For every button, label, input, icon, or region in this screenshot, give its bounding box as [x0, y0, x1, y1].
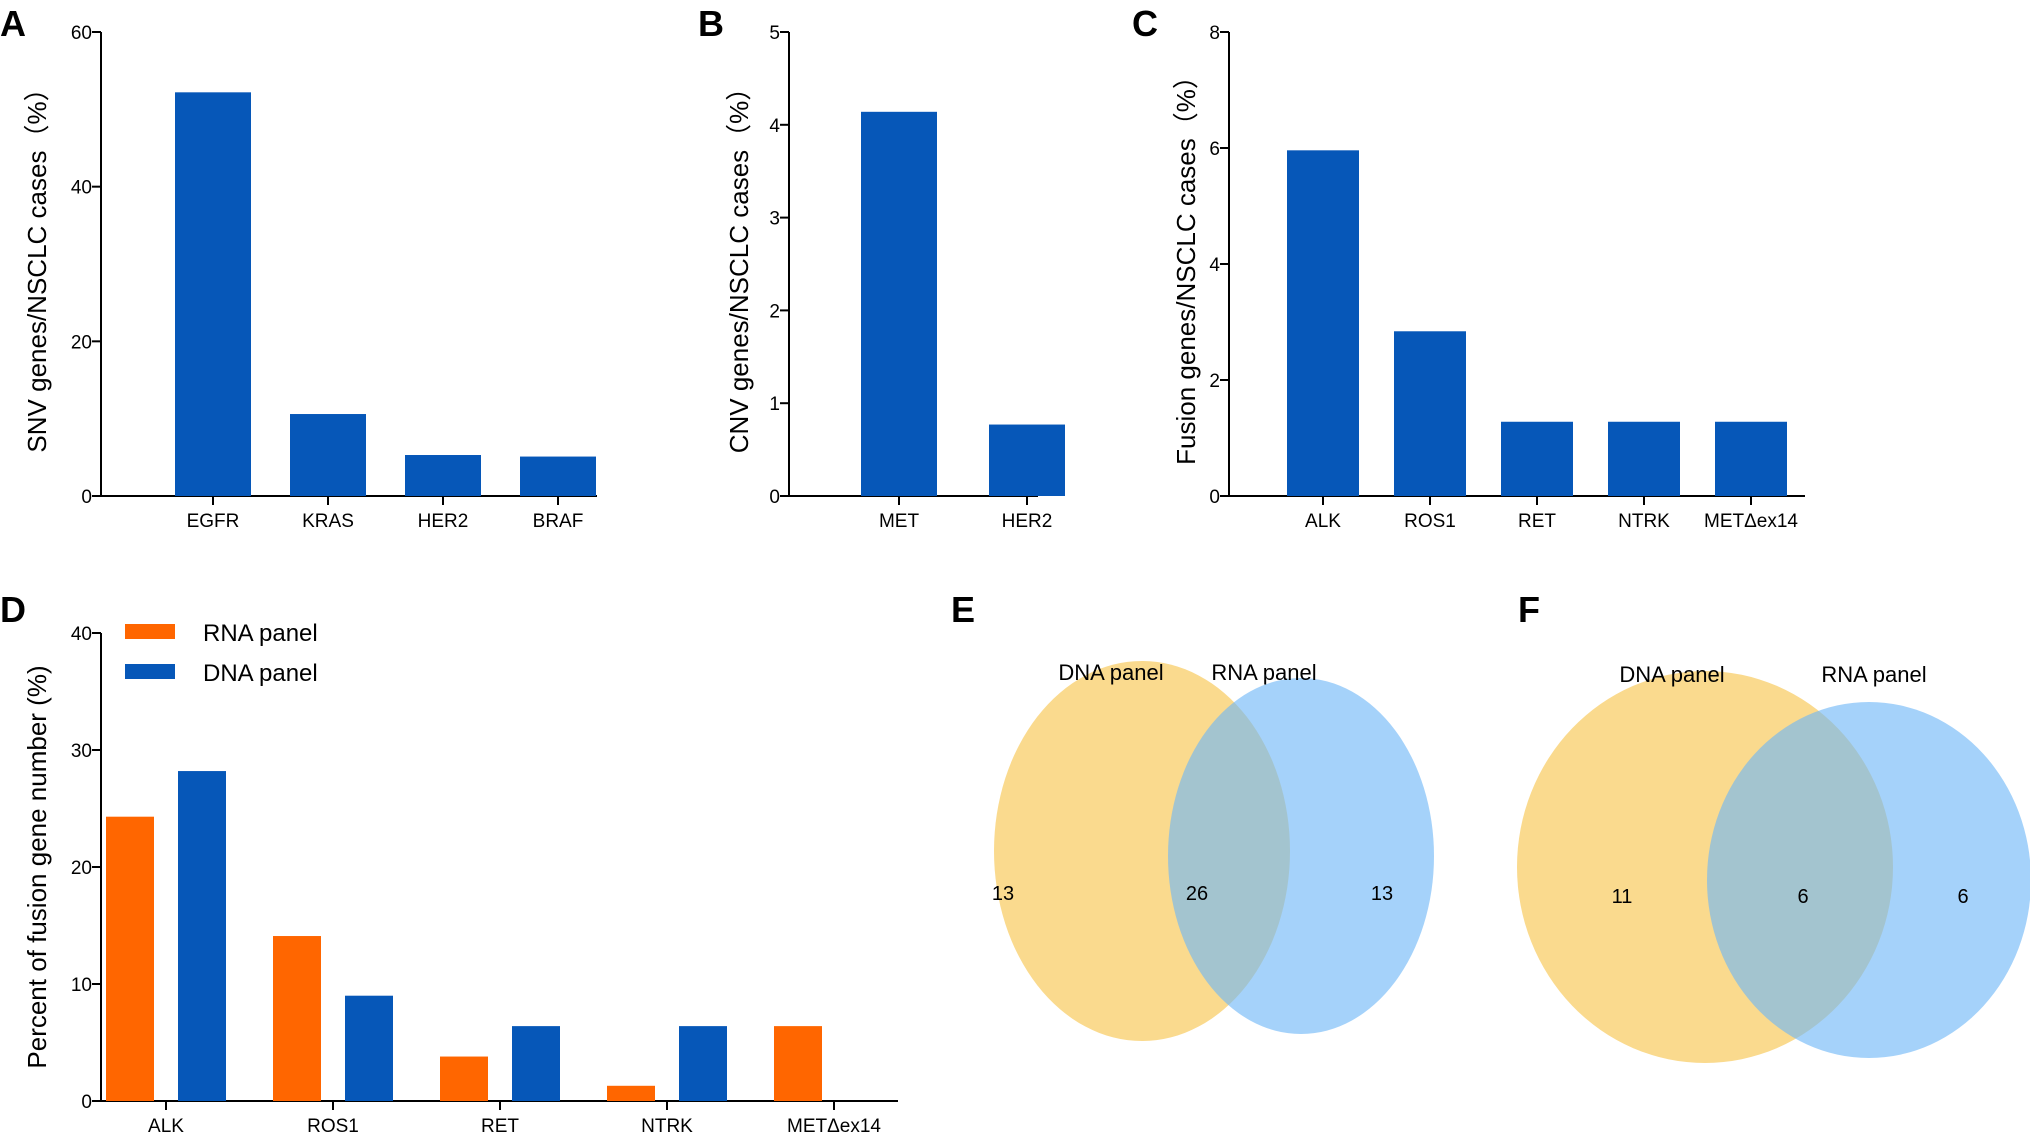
y-tick-label: 4 [1209, 255, 1220, 276]
y-axis-title: Fusion genes/NSCLC cases（%） [1171, 63, 1201, 465]
bar-egfr [175, 92, 251, 496]
bar-dna-panel-ret [512, 1026, 560, 1101]
x-tick-label: METΔex14 [787, 1116, 881, 1132]
x-tick-label: MET [879, 511, 920, 532]
y-axis-title: SNV genes/NSCLC cases（%） [22, 75, 52, 452]
panel-a: A 0 20 40 60 EGFR KRAS HER2 BRAF SNV genes/NSCLC … [0, 3, 597, 532]
y-tick-label: 8 [1209, 23, 1220, 44]
bar-rna-panel-metδex14 [774, 1026, 822, 1101]
venn-count-overlap: 26 [1186, 883, 1208, 905]
x-tick-label: RET [481, 1116, 519, 1132]
y-tick-label: 40 [71, 178, 92, 199]
axes [92, 632, 898, 1110]
x-tick-label: BRAF [533, 511, 584, 532]
bar-alk [1287, 150, 1359, 496]
y-tick-label: 6 [1209, 139, 1220, 160]
y-tick-label: 0 [81, 487, 92, 508]
x-tick-label: NTRK [641, 1116, 693, 1132]
bar-her2 [405, 455, 481, 496]
venn-circle-rna [1707, 702, 2030, 1058]
y-tick-label: 0 [1209, 487, 1220, 508]
y-tick-label: 2 [1209, 371, 1220, 392]
y-tick-label: 10 [71, 975, 92, 996]
venn-circle-rna [1168, 678, 1434, 1034]
bar-kras [290, 414, 366, 496]
y-tick-label: 60 [71, 23, 92, 44]
legend-label: RNA panel [203, 620, 318, 647]
x-tick-label: ROS1 [307, 1116, 359, 1132]
venn-f: F DNA panel RNA panel 11 6 6 [1517, 589, 2030, 1063]
x-tick-label: HER2 [1002, 511, 1053, 532]
panel-letter: C [1132, 3, 1158, 44]
venn-label-rna: RNA panel [1821, 662, 1926, 687]
y-tick-label: 5 [769, 23, 780, 44]
venn-count-right: 6 [1957, 886, 1968, 908]
legend-label: DNA panel [203, 660, 318, 687]
y-tick-label: 2 [769, 301, 780, 322]
bar-metδex14 [1715, 421, 1787, 496]
bar-dna-panel-ros1 [345, 995, 393, 1101]
y-axis-title: Percent of fusion gene number (%) [22, 665, 52, 1068]
x-tick-label: ROS1 [1404, 511, 1456, 532]
x-tick-label: HER2 [418, 511, 469, 532]
y-tick-label: 20 [71, 858, 92, 879]
x-tick-label: ALK [148, 1116, 184, 1132]
venn-label-rna: RNA panel [1211, 660, 1316, 685]
legend-swatch-rna-panel [125, 624, 175, 639]
panel-letter: D [0, 589, 26, 630]
panel-d: D 0 10 20 30 40 ALK ROS1 RET NTRK METΔex14 RNA pane… [0, 589, 898, 1132]
y-tick-label: 4 [769, 116, 780, 137]
y-tick-label: 40 [71, 624, 92, 645]
x-tick-label: METΔex14 [1704, 511, 1798, 532]
y-tick-label: 0 [769, 487, 780, 508]
panel-letter: E [951, 589, 975, 630]
bar-her2 [989, 424, 1065, 496]
panel-letter: A [0, 3, 26, 44]
y-axis-title: CNV genes/NSCLC cases（%） [724, 75, 754, 454]
venn-count-left: 11 [1612, 886, 1633, 908]
y-tick-label: 30 [71, 741, 92, 762]
y-tick-label: 0 [81, 1092, 92, 1113]
bar-dna-panel-alk [178, 771, 226, 1101]
bar-rna-panel-ros1 [273, 936, 321, 1101]
venn-count-overlap: 6 [1797, 886, 1808, 908]
panel-c: C 0 2 4 6 8 ALK ROS1 RET NTRK METΔex14 Fusion genes… [1132, 3, 1805, 532]
panel-letter: F [1518, 589, 1540, 630]
bar-ros1 [1394, 331, 1466, 496]
y-tick-label: 1 [769, 394, 780, 415]
x-tick-label: KRAS [302, 511, 354, 532]
panel-b: B 0 1 2 3 4 5 MET HER2 CNV genes/NSCLC cases（%） [698, 3, 1065, 532]
y-tick-label: 3 [769, 209, 780, 230]
bar-rna-panel-ntrk [607, 1085, 655, 1101]
panel-letter: B [698, 3, 724, 44]
x-tick-label: ALK [1305, 511, 1341, 532]
bar-rna-panel-alk [106, 816, 154, 1101]
bar-rna-panel-ret [440, 1056, 488, 1101]
bar-met [861, 111, 937, 497]
venn-label-dna: DNA panel [1058, 660, 1163, 685]
bar-ntrk [1608, 421, 1680, 496]
x-tick-label: RET [1518, 511, 1556, 532]
venn-count-left: 13 [992, 883, 1014, 905]
venn-count-right: 13 [1371, 883, 1393, 905]
bar-braf [520, 456, 596, 496]
x-tick-label: NTRK [1618, 511, 1670, 532]
x-tick-label: EGFR [187, 511, 240, 532]
legend-swatch-dna-panel [125, 664, 175, 679]
bar-dna-panel-ntrk [679, 1026, 727, 1101]
venn-label-dna: DNA panel [1619, 662, 1724, 687]
bar-ret [1501, 421, 1573, 496]
y-tick-label: 20 [71, 332, 92, 353]
venn-e: E DNA panel RNA panel 13 26 13 [951, 589, 1434, 1041]
